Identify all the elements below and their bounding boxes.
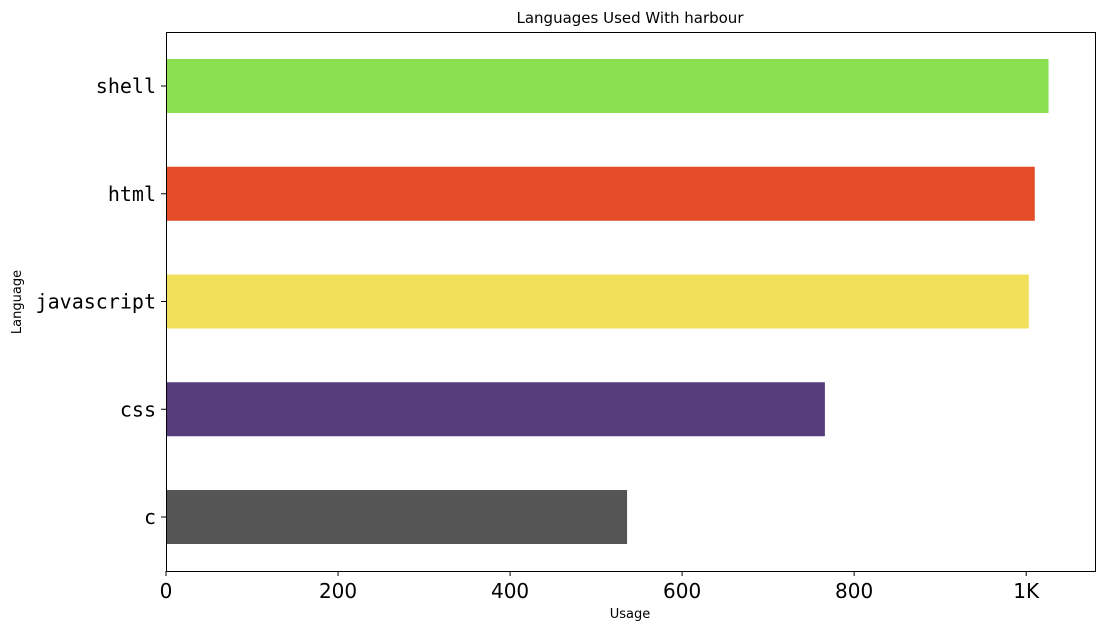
y-tick-label: c bbox=[144, 505, 156, 529]
y-tick-label: javascript bbox=[36, 290, 156, 314]
y-tick-label: css bbox=[120, 397, 156, 421]
y-tick-label: shell bbox=[96, 74, 156, 98]
x-tick-label: 1K bbox=[1013, 579, 1040, 603]
ticks: c css javascript html shell 0 200 400 600 800 1K bbox=[36, 74, 1040, 603]
bar-html bbox=[166, 166, 1035, 221]
bar-javascript bbox=[166, 274, 1029, 329]
x-tick-label: 0 bbox=[160, 579, 173, 603]
y-tick-label: html bbox=[108, 182, 156, 206]
x-axis-label: Usage bbox=[610, 607, 651, 622]
x-tick-label: 400 bbox=[491, 579, 529, 603]
bars bbox=[166, 59, 1049, 544]
plot-frame bbox=[166, 32, 1096, 572]
bar-c bbox=[166, 490, 628, 544]
x-tick-label: 800 bbox=[835, 579, 873, 603]
x-tick-label: 200 bbox=[319, 579, 357, 603]
chart-title: Languages Used With harbour bbox=[517, 9, 745, 27]
bar-css bbox=[166, 382, 825, 437]
bar-shell bbox=[166, 59, 1049, 113]
y-axis-label: Language bbox=[10, 270, 25, 334]
x-tick-label: 600 bbox=[663, 579, 701, 603]
